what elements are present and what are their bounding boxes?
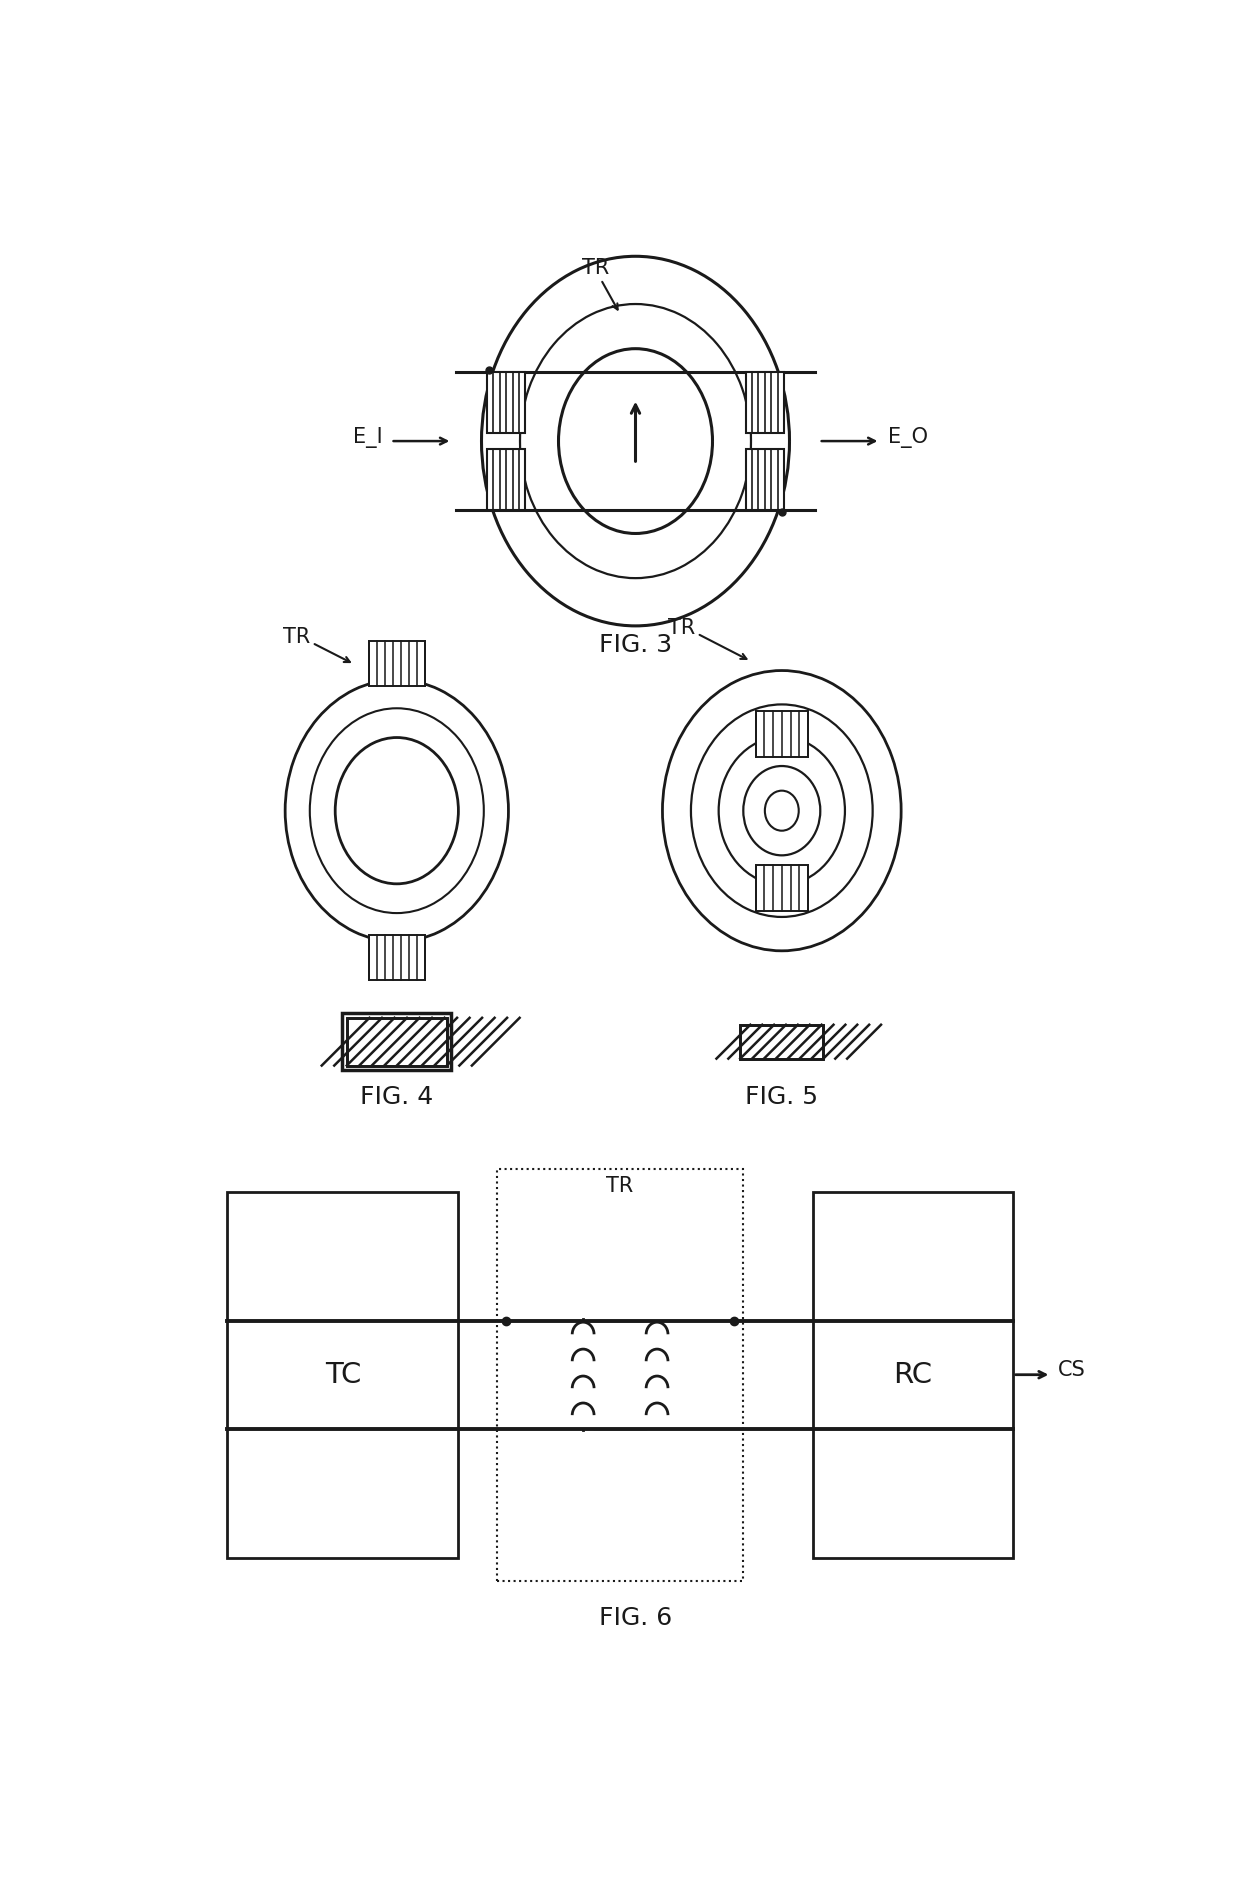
Bar	[347, 1018, 446, 1065]
Bar	[370, 936, 424, 981]
Text: TR: TR	[582, 257, 609, 278]
Bar	[370, 641, 424, 686]
Bar	[745, 372, 784, 434]
Bar	[487, 449, 526, 511]
Bar	[497, 1169, 743, 1580]
Bar	[755, 710, 808, 757]
Bar	[342, 1013, 451, 1071]
Bar	[740, 1024, 823, 1058]
Text: TR: TR	[283, 628, 310, 648]
Text: FIG. 4: FIG. 4	[360, 1084, 434, 1109]
Bar	[745, 449, 784, 511]
Bar	[755, 864, 808, 911]
Bar	[812, 1191, 1013, 1558]
Bar	[347, 1018, 446, 1065]
Text: FIG. 3: FIG. 3	[599, 633, 672, 658]
Text: E_O: E_O	[888, 427, 928, 447]
Text: TR: TR	[606, 1176, 634, 1195]
Text: TC: TC	[325, 1360, 361, 1389]
Bar	[740, 1024, 823, 1058]
Bar	[227, 1191, 459, 1558]
Text: TR: TR	[668, 618, 696, 639]
Text: FIG. 6: FIG. 6	[599, 1607, 672, 1629]
Text: E_I: E_I	[353, 427, 383, 447]
Text: RC: RC	[893, 1360, 932, 1389]
Bar	[487, 372, 526, 434]
Text: CS: CS	[1058, 1360, 1085, 1379]
Text: FIG. 5: FIG. 5	[745, 1084, 818, 1109]
